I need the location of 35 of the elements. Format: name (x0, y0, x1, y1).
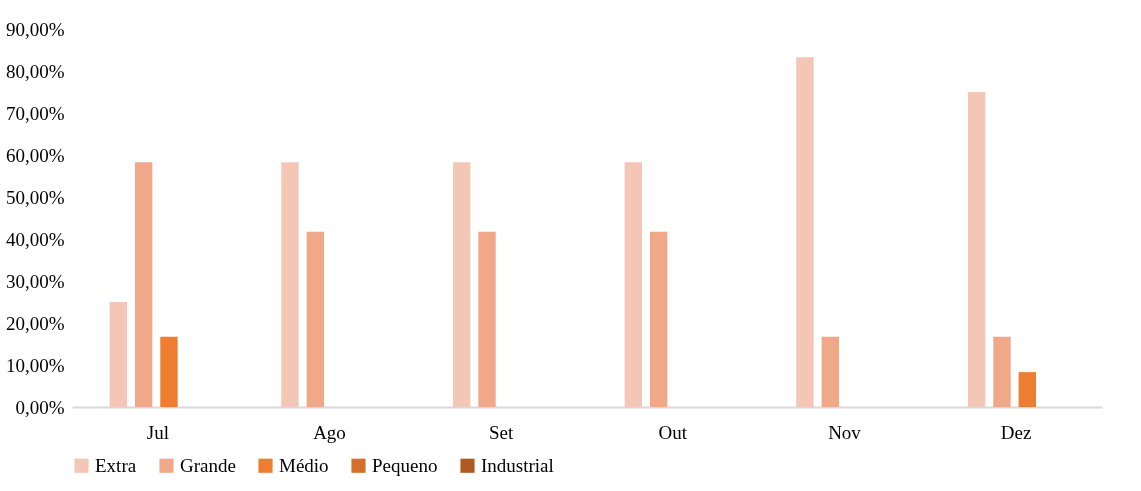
bar (624, 162, 643, 407)
y-tick-label: 90,00% (5, 18, 65, 40)
x-tick-label: Ago (313, 421, 346, 443)
x-tick-label: Dez (1000, 421, 1032, 443)
x-tick-label: Nov (828, 421, 862, 443)
y-tick-label: 10,00% (5, 354, 65, 376)
y-tick-label: 20,00% (5, 312, 65, 334)
legend-label: Extra (95, 454, 137, 476)
bar (281, 162, 299, 407)
bar (452, 162, 471, 407)
bar (967, 92, 986, 407)
y-tick-label: 70,00% (5, 102, 65, 124)
bar (649, 231, 668, 407)
x-tick-label: Out (658, 421, 688, 443)
bar (478, 231, 496, 407)
y-tick-label: 80,00% (5, 60, 65, 82)
bar (134, 162, 153, 407)
bar (1018, 372, 1036, 407)
bar (993, 336, 1011, 407)
y-tick-label: 30,00% (5, 270, 65, 292)
legend-label: Industrial (481, 454, 554, 476)
legend-label: Pequeno (372, 454, 438, 476)
bar (160, 336, 178, 407)
y-tick-label: 60,00% (5, 144, 65, 166)
y-tick-label: 0,00% (15, 396, 65, 418)
x-tick-label: Set (489, 421, 515, 443)
legend-label: Médio (279, 454, 329, 476)
y-tick-label: 50,00% (5, 186, 65, 208)
bar (796, 57, 814, 407)
bar (821, 336, 840, 407)
bar (306, 231, 325, 407)
y-tick-label: 40,00% (5, 228, 65, 250)
legend-label: Grande (180, 454, 236, 476)
x-tick-label: Jul (146, 421, 169, 443)
bar (109, 302, 128, 407)
